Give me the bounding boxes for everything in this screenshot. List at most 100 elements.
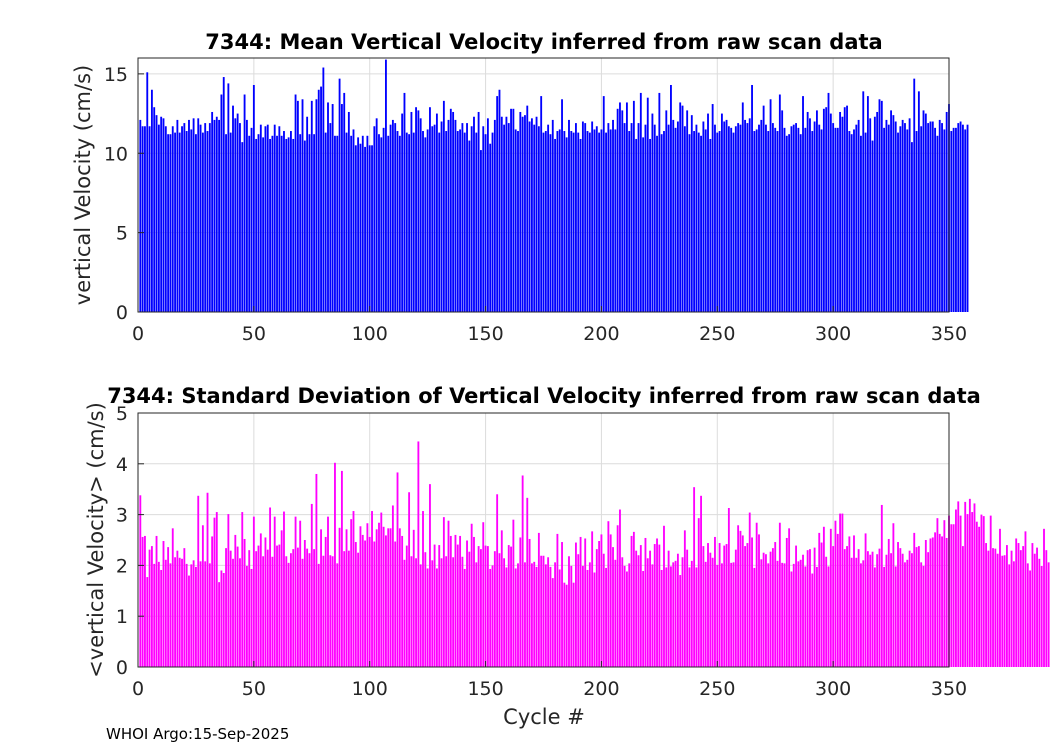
mean-velocity-bar-121 (417, 110, 420, 312)
mean-velocity-bar-45 (241, 142, 244, 312)
std-velocity-bar-195 (588, 562, 591, 667)
mean-velocity-bar-58 (271, 135, 274, 312)
mean-velocity-bar-170 (530, 118, 533, 312)
std-velocity-bar-172 (535, 566, 538, 667)
mean-velocity-bar-225 (658, 92, 661, 312)
mean-velocity-bar-342 (929, 121, 932, 312)
mean-velocity-bar-315 (866, 96, 869, 312)
std-velocity-bar-8 (155, 535, 158, 667)
std-velocity-bar-236 (683, 530, 686, 667)
std-velocity-bar-156 (498, 553, 501, 667)
mean-velocity-x-tick-label-6: 300 (815, 323, 851, 345)
mean-velocity-bar-8 (155, 115, 158, 313)
std-velocity-bar-222 (651, 564, 654, 667)
std-velocity-bar-85 (334, 462, 336, 667)
mean-velocity-bar-207 (616, 108, 619, 312)
mean-velocity-bar-219 (644, 124, 647, 312)
std-velocity-bar-20 (183, 548, 186, 667)
mean-velocity-bar-333 (908, 118, 911, 312)
mean-velocity-bar-177 (547, 124, 550, 312)
mean-velocity-bar-41 (232, 105, 234, 313)
mean-velocity-bar-256 (730, 127, 733, 312)
mean-velocity-bar-274 (771, 123, 774, 312)
std-velocity-bar-298 (827, 566, 830, 667)
mean-velocity-bar-36 (220, 94, 223, 312)
std-velocity-bar-99 (366, 523, 369, 667)
mean-velocity-bar-69 (296, 100, 299, 312)
mean-velocity-bar-132 (442, 100, 445, 312)
mean-velocity-bar-284 (795, 123, 797, 312)
mean-velocity-bar-276 (776, 131, 779, 312)
mean-velocity-bar-119 (412, 132, 415, 312)
std-velocity-bar-145 (473, 536, 475, 667)
std-velocity-bar-15 (171, 528, 174, 667)
mean-velocity-bar-260 (739, 124, 742, 312)
std-velocity-bar-379 (1015, 538, 1018, 667)
std-velocity-bar-125 (426, 568, 429, 667)
std-velocity-bar-25 (195, 566, 197, 667)
std-velocity-bar-29 (204, 561, 207, 667)
std-velocity-bar-203 (607, 521, 610, 667)
mean-velocity-bar-307 (848, 131, 851, 312)
std-velocity-bar-38 (225, 548, 227, 667)
mean-velocity-bar-89 (343, 92, 346, 312)
mean-velocity-bar-235 (681, 105, 684, 313)
std-velocity-bar-296 (822, 526, 825, 667)
std-velocity-y-tick-label-0: 0 (116, 657, 128, 679)
std-velocity-bar-257 (732, 562, 735, 667)
mean-velocity-bar-351 (950, 131, 953, 312)
std-velocity-title: 7344: Standard Deviation of Vertical Vel… (107, 384, 981, 408)
mean-velocity-bar-264 (748, 118, 751, 312)
std-velocity-bar-320 (878, 548, 881, 667)
mean-velocity-bar-123 (422, 131, 424, 312)
std-velocity-bar-159 (505, 567, 508, 667)
std-velocity-bar-382 (1022, 546, 1025, 667)
mean-velocity-bar-13 (167, 134, 170, 312)
std-velocity-bar-191 (579, 536, 582, 667)
mean-velocity-bar-149 (482, 126, 485, 312)
mean-velocity-x-tick-label-1: 50 (242, 323, 266, 345)
std-velocity-bar-247 (709, 552, 712, 667)
std-velocity-bar-153 (491, 565, 494, 667)
std-velocity-bar-80 (322, 555, 325, 667)
std-velocity-bar-174 (540, 555, 543, 667)
mean-velocity-bar-234 (679, 102, 682, 312)
std-velocity-bar-345 (936, 518, 939, 667)
std-velocity-bar-330 (901, 553, 904, 667)
mean-velocity-y-tick-label-3: 15 (104, 64, 128, 86)
std-velocity-bar-317 (871, 551, 874, 667)
mean-velocity-bar-319 (876, 111, 879, 312)
mean-velocity-bar-153 (491, 132, 494, 312)
std-velocity-bar-333 (908, 550, 911, 667)
mean-velocity-bar-228 (665, 110, 668, 312)
mean-velocity-bar-242 (697, 132, 700, 312)
mean-velocity-bar-226 (660, 134, 663, 312)
std-velocity-bar-209 (621, 557, 624, 667)
std-velocity-bar-367 (987, 550, 990, 667)
std-velocity-bar-323 (885, 554, 888, 667)
std-velocity-bar-325 (890, 553, 892, 667)
std-velocity-bar-179 (551, 578, 554, 667)
std-velocity-bar-92 (350, 519, 353, 667)
mean-velocity-bar-258 (734, 126, 737, 312)
mean-velocity-bar-295 (820, 129, 823, 312)
std-velocity-bars (139, 441, 1050, 667)
std-velocity-bar-73 (306, 548, 309, 667)
mean-velocity-bar-42 (234, 118, 237, 312)
std-velocity-bar-84 (331, 556, 334, 667)
std-velocity-bar-335 (913, 532, 916, 667)
std-velocity-bar-256 (730, 562, 733, 667)
mean-velocity-bar-102 (373, 126, 376, 312)
std-velocity-bar-270 (762, 552, 765, 667)
std-velocity-bar-109 (389, 528, 392, 667)
std-velocity-x-tick-label-1: 50 (242, 678, 266, 700)
std-velocity-bar-98 (364, 540, 366, 667)
mean-velocity-bar-106 (382, 127, 385, 312)
std-velocity-bar-315 (866, 551, 869, 667)
mean-velocity-bar-29 (204, 123, 207, 312)
std-velocity-bar-75 (310, 503, 313, 667)
std-velocity-bar-60 (276, 545, 278, 667)
std-velocity-bar-283 (792, 563, 795, 667)
std-velocity-bar-79 (320, 529, 322, 667)
mean-velocity-bar-281 (788, 134, 791, 312)
